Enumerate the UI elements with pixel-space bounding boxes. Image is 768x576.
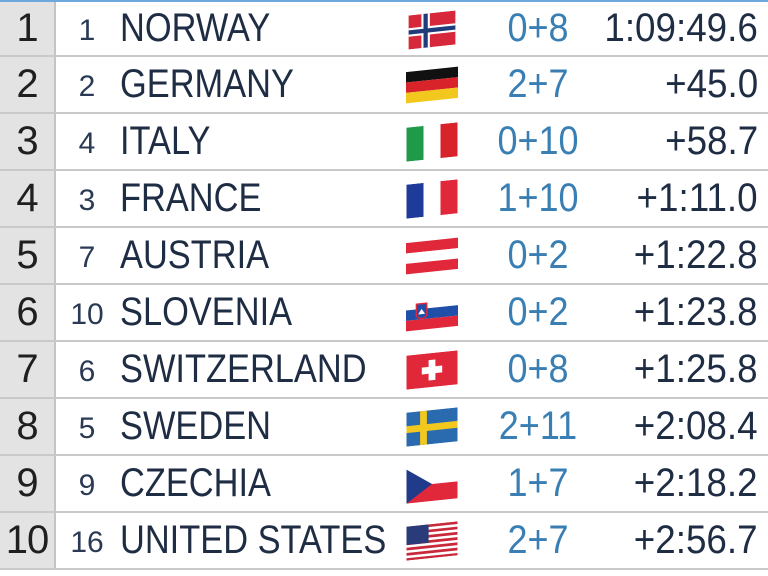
penalties: 0+8	[507, 6, 569, 50]
table-row[interactable]: 10 16 UNITED STATES 2+7 +2:56.7	[0, 513, 768, 570]
bib-number: 6	[78, 354, 96, 388]
nation-name: NORWAY	[120, 6, 271, 50]
rank-cell: 3	[0, 114, 56, 169]
table-row[interactable]: 8 5 SWEDEN 2+11 +2:08.4	[0, 399, 768, 456]
penalties: 1+10	[497, 176, 579, 220]
slovenia-flag-icon	[406, 293, 458, 332]
nation-name: UNITED STATES	[120, 518, 387, 562]
switzerland-flag-icon	[406, 350, 458, 390]
nation-name: SWEDEN	[120, 404, 271, 448]
rank-cell: 5	[0, 228, 56, 283]
czechia-flag-icon	[406, 464, 458, 504]
table-row[interactable]: 1 1 NORWAY 0+8 1:09:49.6	[0, 0, 768, 57]
bib-number: 2	[78, 69, 96, 103]
table-row[interactable]: 4 3 FRANCE 1+10 +1:11.0	[0, 171, 768, 228]
finish-time: +1:11.0	[636, 176, 758, 220]
finish-time: +58.7	[664, 119, 758, 163]
finish-time: +1:23.8	[634, 290, 758, 334]
france-flag-icon	[406, 179, 458, 219]
table-row[interactable]: 2 2 GERMANY 2+7 +45.0	[0, 57, 768, 114]
finish-time: +1:25.8	[634, 347, 758, 391]
finish-time: +1:22.8	[634, 233, 758, 277]
bib-number: 1	[78, 13, 96, 47]
rank-cell: 2	[0, 57, 56, 112]
bib-number: 4	[78, 126, 96, 160]
nation-name: CZECHIA	[120, 461, 271, 505]
nation-name: AUSTRIA	[120, 233, 270, 277]
finish-time: +2:08.4	[634, 404, 758, 448]
rank-cell: 4	[0, 171, 56, 226]
rank-cell: 1	[0, 2, 56, 55]
finish-time: 1:09:49.6	[604, 6, 758, 50]
finish-time: +45.0	[664, 62, 758, 106]
penalties: 2+7	[507, 62, 569, 106]
penalties: 0+2	[507, 290, 569, 334]
nation-name: FRANCE	[120, 176, 262, 220]
germany-flag-icon	[406, 65, 458, 104]
norway-flag-icon	[406, 10, 458, 50]
penalties: 0+8	[507, 347, 569, 391]
bib-number: 7	[78, 240, 96, 274]
italy-flag-icon	[406, 122, 458, 162]
bib-number: 5	[78, 411, 96, 445]
rank-cell: 8	[0, 399, 56, 454]
rank-cell: 7	[0, 342, 56, 397]
nation-name: GERMANY	[120, 62, 294, 106]
sweden-flag-icon	[406, 407, 458, 447]
rank-cell: 9	[0, 456, 56, 511]
bib-number: 9	[78, 468, 96, 502]
penalties: 1+7	[507, 461, 569, 505]
penalties: 0+10	[497, 119, 579, 163]
table-row[interactable]: 7 6 SWITZERLAND 0+8 +1:25.8	[0, 342, 768, 399]
table-row[interactable]: 5 7 AUSTRIA 0+2 +1:22.8	[0, 228, 768, 285]
rank-cell: 10	[0, 513, 56, 568]
penalties: 2+7	[507, 518, 569, 562]
finish-time: +2:56.7	[634, 518, 758, 562]
nation-name: SWITZERLAND	[120, 347, 367, 391]
finish-time: +2:18.2	[634, 461, 758, 505]
penalties: 0+2	[507, 233, 569, 277]
nation-name: ITALY	[120, 119, 211, 163]
bib-number: 16	[70, 525, 104, 559]
table-row[interactable]: 6 10 SLOVENIA 0+2 +1:23.8	[0, 285, 768, 342]
nation-name: SLOVENIA	[120, 290, 293, 334]
rank-cell: 6	[0, 285, 56, 340]
austria-flag-icon	[406, 236, 458, 275]
penalties: 2+11	[498, 404, 578, 448]
table-row[interactable]: 3 4 ITALY 0+10 +58.7	[0, 114, 768, 171]
bib-number: 10	[70, 297, 104, 331]
bib-number: 3	[78, 183, 96, 217]
usa-flag-icon	[406, 521, 458, 561]
table-row[interactable]: 9 9 CZECHIA 1+7 +2:18.2	[0, 456, 768, 513]
